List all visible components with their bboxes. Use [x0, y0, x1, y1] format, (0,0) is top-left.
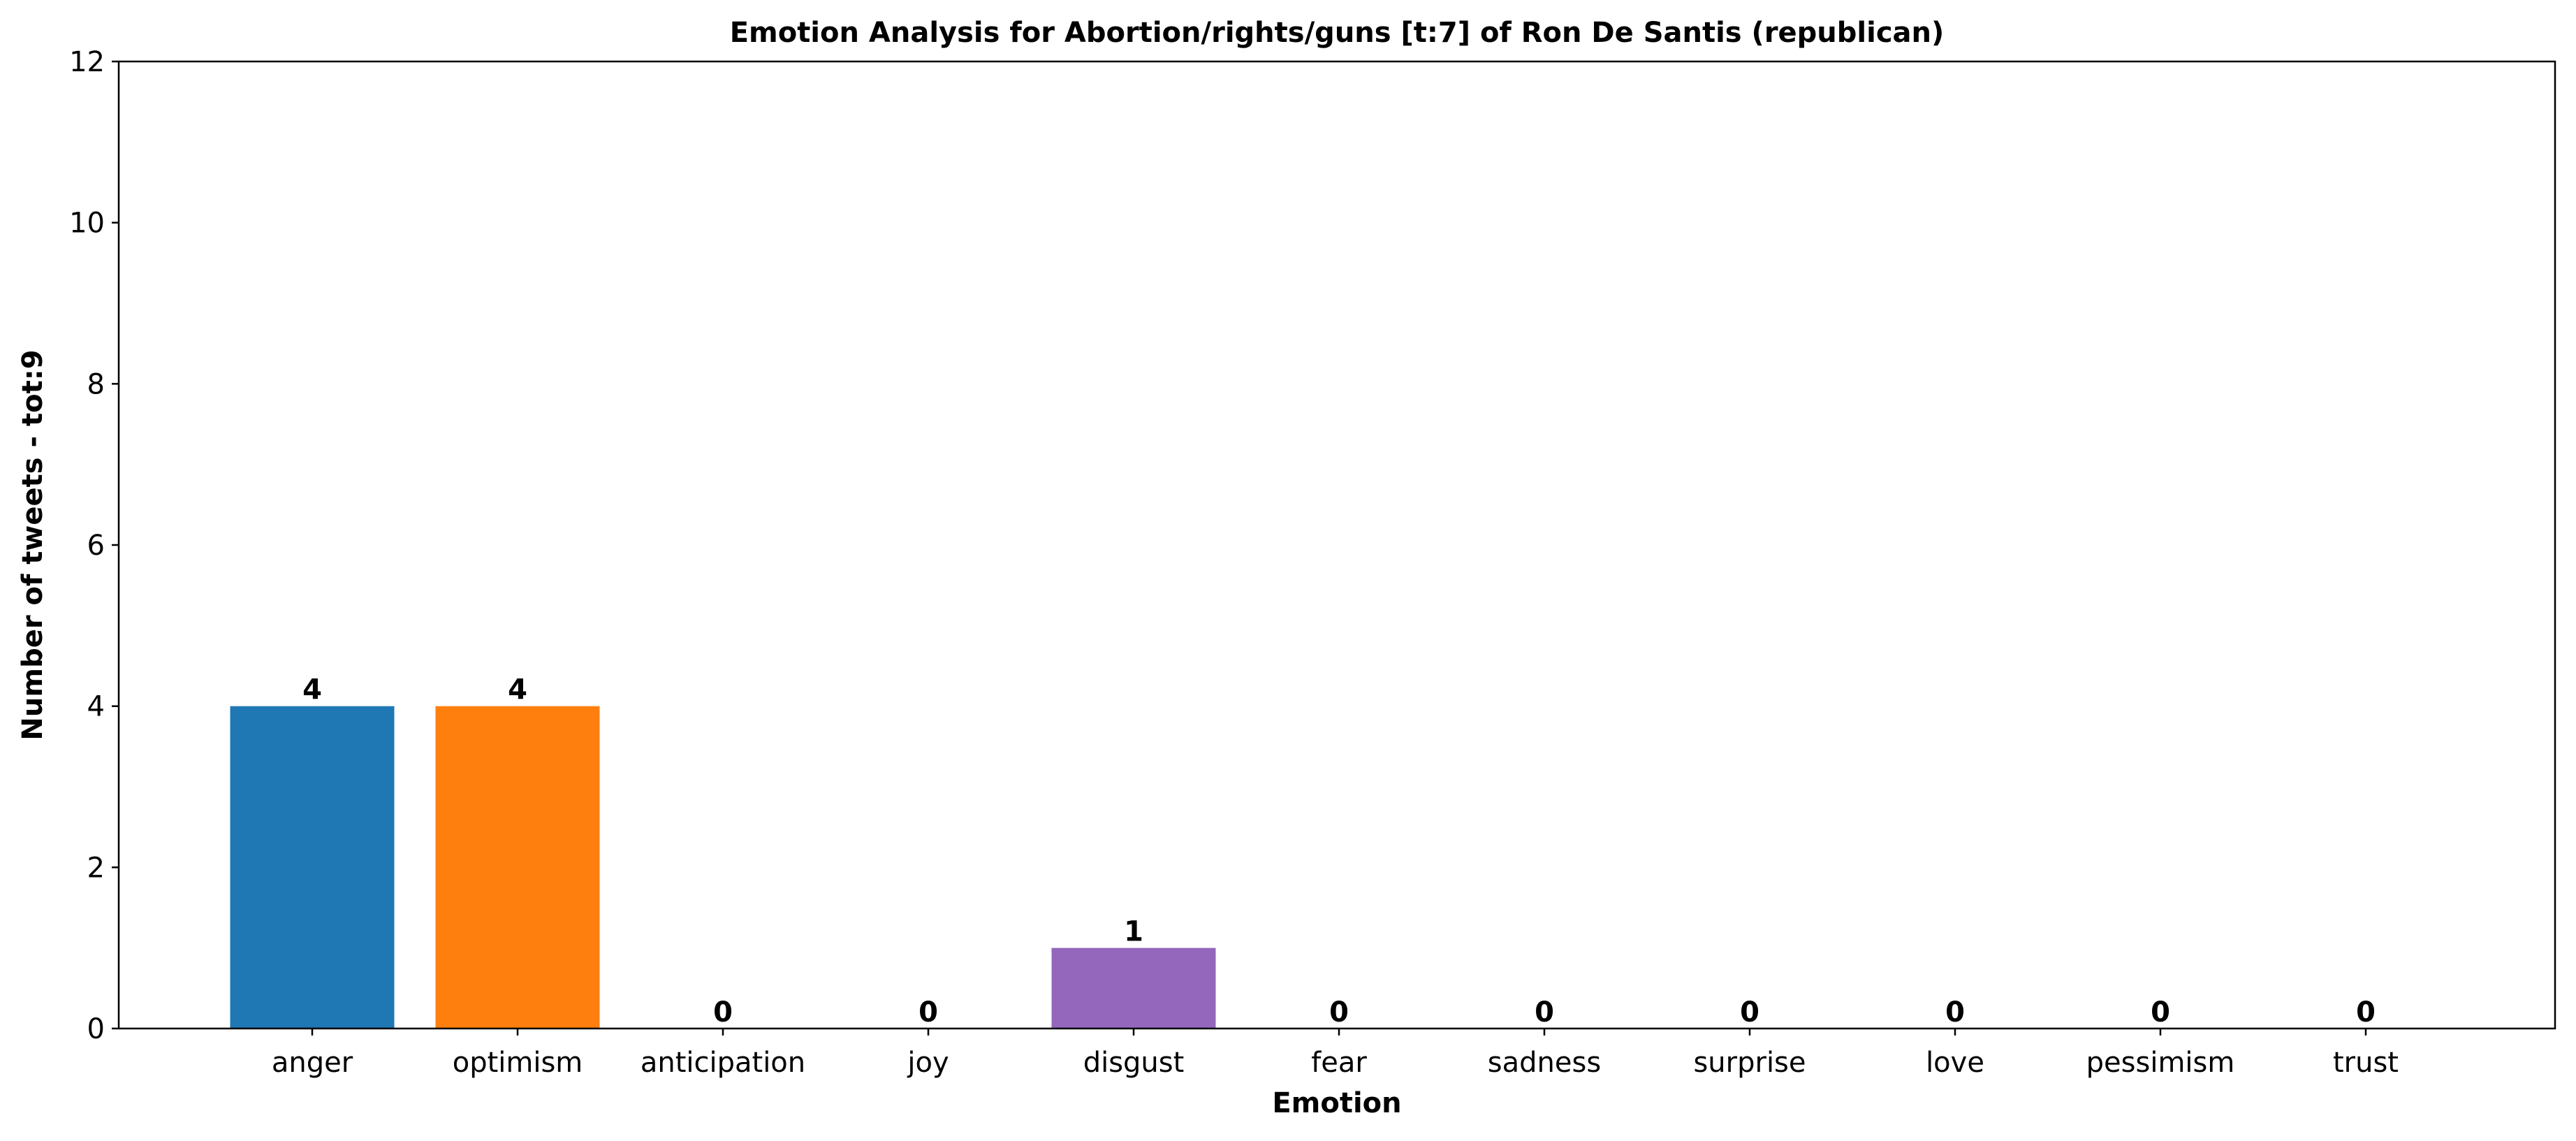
y-tick-label-2: 2: [87, 852, 105, 884]
x-axis-ticks: anger optimism anticipation joy disgust fear s…: [272, 1029, 2399, 1079]
x-tick-label-disgust: disgust: [1083, 1047, 1185, 1079]
x-tick-label-fear: fear: [1311, 1047, 1367, 1079]
x-tick-label-anticipation: anticipation: [641, 1047, 805, 1079]
x-tick-label-sadness: sadness: [1488, 1047, 1601, 1079]
data-label-joy: 0: [919, 996, 938, 1029]
data-label-sadness: 0: [1535, 996, 1554, 1029]
x-tick-label-love: love: [1926, 1047, 1984, 1079]
bar-optimism: [435, 706, 600, 1029]
bars-group: [230, 706, 1216, 1029]
y-tick-label-12: 12: [69, 46, 105, 78]
y-tick-label-8: 8: [87, 368, 105, 400]
x-tick-label-surprise: surprise: [1693, 1047, 1806, 1079]
data-label-disgust: 1: [1124, 916, 1143, 948]
x-tick-label-optimism: optimism: [453, 1047, 583, 1079]
x-tick-label-joy: joy: [907, 1047, 949, 1079]
y-axis-ticks: 0 2 4 6 8 10 12: [69, 46, 119, 1045]
data-label-anticipation: 0: [713, 996, 733, 1029]
plot-frame: [117, 60, 2556, 1030]
bar-anger: [230, 706, 395, 1029]
x-axis-label: Emotion: [1272, 1087, 1401, 1119]
data-label-anger: 4: [302, 674, 322, 706]
y-tick-label-6: 6: [87, 530, 105, 562]
data-label-pessimism: 0: [2151, 996, 2170, 1029]
data-label-trust: 0: [2356, 996, 2376, 1029]
x-tick-label-pessimism: pessimism: [2086, 1047, 2235, 1079]
data-label-love: 0: [1945, 996, 1965, 1029]
y-tick-label-4: 4: [87, 691, 105, 723]
chart-title: Emotion Analysis for Abortion/rights/gun…: [730, 17, 1945, 49]
data-label-fear: 0: [1329, 996, 1349, 1029]
y-tick-label-0: 0: [87, 1013, 105, 1045]
data-label-optimism: 4: [508, 674, 527, 706]
x-tick-label-trust: trust: [2333, 1047, 2399, 1079]
bar-disgust: [1051, 947, 1216, 1029]
data-label-surprise: 0: [1740, 996, 1759, 1029]
y-axis-label: Number of tweets - tot:9: [17, 349, 49, 740]
x-tick-label-anger: anger: [272, 1047, 353, 1079]
data-labels-group: 4 4 0 0 1 0 0 0 0 0 0: [302, 674, 2376, 1029]
y-tick-label-10: 10: [69, 208, 105, 240]
